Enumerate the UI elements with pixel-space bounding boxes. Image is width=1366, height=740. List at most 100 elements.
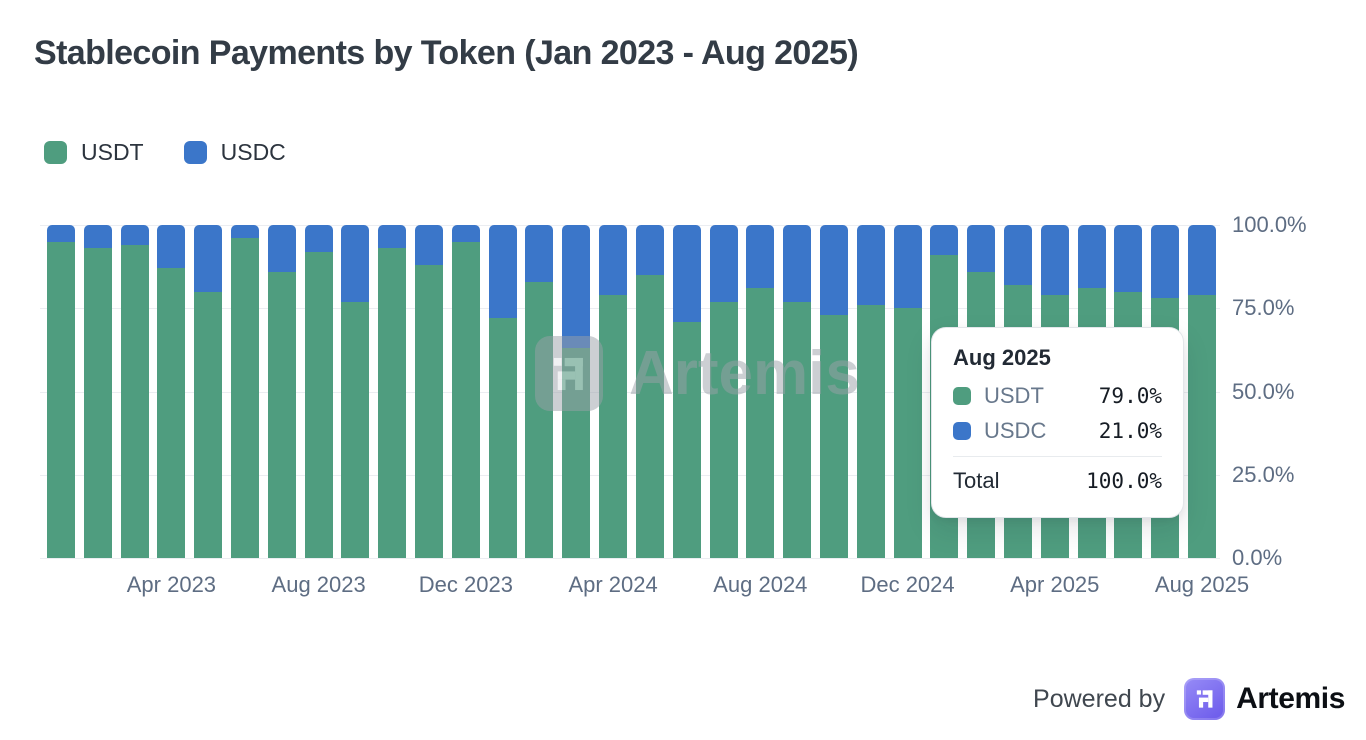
bar-aug-2024[interactable]	[746, 225, 775, 558]
bar-dec-2024[interactable]	[893, 225, 922, 558]
usdt-segment	[488, 318, 517, 558]
tooltip-usdt-label: USDT	[984, 383, 1044, 408]
usdc-segment	[488, 225, 517, 319]
chart-title: Stablecoin Payments by Token (Jan 2023 -…	[34, 34, 859, 72]
usdc-segment	[1077, 225, 1106, 289]
x-axis-label: Apr 2023	[126, 572, 217, 597]
usdt-segment	[635, 274, 664, 558]
usdt-segment	[378, 248, 407, 558]
tooltip-divider	[953, 456, 1162, 457]
tooltip-usdt-swatch	[953, 387, 971, 405]
usdc-segment	[635, 225, 664, 275]
powered-by-footer: Powered by Artemis	[1033, 678, 1345, 720]
bar-jan-2023[interactable]	[47, 225, 75, 558]
bar-jun-2024[interactable]	[672, 225, 701, 558]
usdc-segment	[856, 225, 885, 305]
powered-by-text: Powered by	[1033, 684, 1166, 713]
bar-jul-2024[interactable]	[709, 225, 738, 558]
usdc-segment	[893, 225, 922, 309]
tooltip-usdt-value: 79.0%	[1098, 384, 1162, 408]
usdt-swatch	[44, 141, 67, 164]
bar-jul-2023[interactable]	[267, 225, 296, 558]
tooltip-row-usdt: USDT 79.0%	[953, 383, 1162, 409]
bar-jan-2024[interactable]	[488, 225, 517, 558]
usdt-segment	[451, 241, 480, 558]
usdt-segment	[83, 248, 112, 558]
bar-may-2023[interactable]	[194, 225, 223, 558]
usdc-segment	[194, 225, 223, 292]
bar-oct-2023[interactable]	[378, 225, 407, 558]
bar-feb-2024[interactable]	[525, 225, 554, 558]
usdt-segment	[231, 238, 260, 558]
usdc-segment	[930, 225, 959, 255]
usdc-segment	[304, 225, 333, 252]
tooltip-title: Aug 2025	[953, 345, 1051, 370]
bar-feb-2023[interactable]	[83, 225, 112, 558]
usdt-segment	[525, 281, 554, 558]
usdc-segment	[157, 225, 186, 269]
y-axis-label: 25.0%	[1232, 461, 1295, 487]
tooltip-usdc-swatch	[953, 422, 971, 440]
artemis-logo-icon[interactable]	[1184, 678, 1226, 720]
grid-layer	[40, 225, 1220, 559]
bar-nov-2023[interactable]	[415, 225, 444, 558]
brand-name[interactable]: Artemis	[1236, 682, 1345, 715]
usdc-segment	[1188, 225, 1216, 295]
bar-sep-2023[interactable]	[341, 225, 370, 558]
usdt-segment	[47, 241, 75, 558]
tooltip: Aug 2025 USDT 79.0% USDC 21.0% Total 100…	[931, 327, 1184, 518]
usdc-segment	[341, 225, 370, 302]
gridline	[40, 308, 1220, 310]
usdt-segment	[120, 244, 149, 558]
gridline	[40, 225, 1220, 226]
usdt-segment	[157, 268, 186, 558]
usdc-segment	[819, 225, 848, 315]
x-axis-label: Apr 2024	[568, 572, 658, 597]
gridline	[40, 474, 1220, 476]
bar-aug-2023[interactable]	[304, 225, 333, 558]
usdt-segment	[1188, 294, 1216, 558]
usdt-segment	[783, 301, 812, 558]
usdc-segment	[967, 225, 996, 272]
bar-apr-2024[interactable]	[599, 225, 628, 558]
legend-item-usdt[interactable]: USDT	[44, 139, 144, 166]
y-axis-label: 75.0%	[1232, 295, 1295, 321]
x-axis-label: Apr 2025	[1010, 572, 1100, 597]
y-axis-label: 100.0%	[1232, 212, 1307, 237]
bar-apr-2023[interactable]	[157, 225, 186, 558]
bar-jun-2023[interactable]	[231, 225, 260, 558]
bar-mar-2024[interactable]	[562, 225, 591, 558]
bar-may-2024[interactable]	[635, 225, 664, 558]
tooltip-usdc-value: 21.0%	[1098, 419, 1162, 443]
legend-item-usdc[interactable]: USDC	[183, 139, 286, 166]
bar-nov-2024[interactable]	[856, 225, 885, 558]
tooltip-row-usdc: USDC 21.0%	[953, 418, 1162, 444]
usdt-segment	[746, 288, 775, 558]
usdc-segment	[415, 225, 444, 265]
y-axis-label: 0.0%	[1232, 545, 1283, 570]
usdc-segment	[231, 225, 260, 239]
usdc-segment	[267, 225, 296, 272]
usdt-segment	[819, 314, 848, 558]
bar-sep-2024[interactable]	[783, 225, 812, 558]
bar-dec-2023[interactable]	[451, 225, 480, 558]
usdt-segment	[672, 321, 701, 558]
y-axis-label: 50.0%	[1232, 378, 1295, 404]
bar-oct-2024[interactable]	[819, 225, 848, 558]
usdt-segment	[709, 301, 738, 558]
legend-label-usdc: USDC	[220, 139, 286, 165]
usdc-segment	[120, 225, 149, 245]
tooltip-total-row: Total 100.0%	[953, 468, 1162, 494]
usdc-segment	[83, 225, 112, 249]
usdt-segment	[599, 294, 628, 558]
usdc-segment	[1040, 225, 1069, 295]
bar-mar-2023[interactable]	[120, 225, 149, 558]
usdt-segment	[415, 264, 444, 558]
usdt-segment	[893, 308, 922, 558]
usdt-segment	[304, 251, 333, 558]
usdc-segment	[709, 225, 738, 302]
x-axis-label: Aug 2023	[271, 572, 366, 597]
usdt-segment	[562, 348, 591, 558]
bar-aug-2025[interactable]	[1188, 225, 1216, 558]
